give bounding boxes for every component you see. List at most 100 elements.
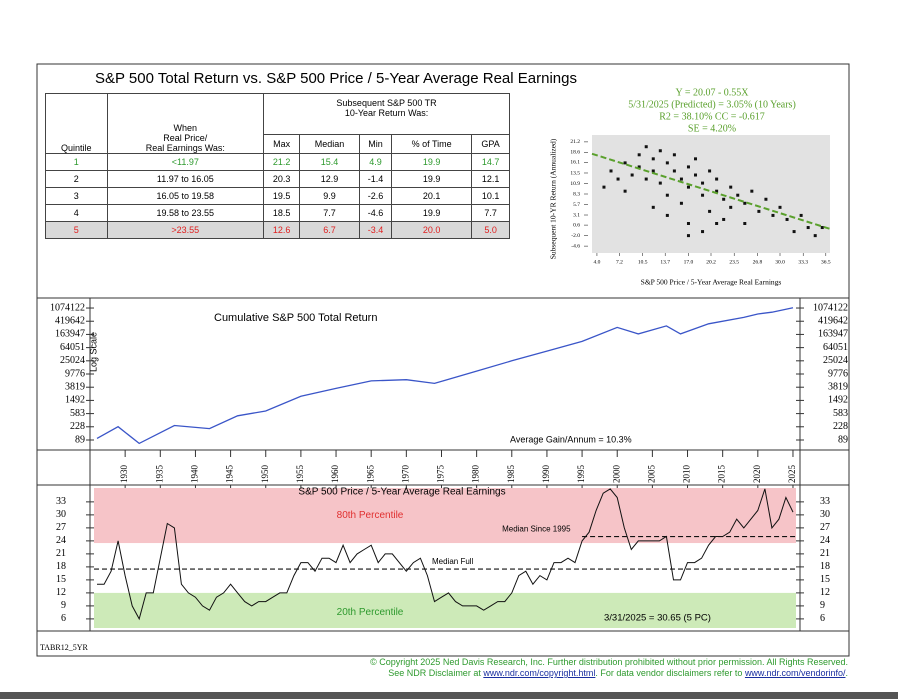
x-tick-label: 7.2 bbox=[616, 259, 623, 265]
x-tick-label: 13.7 bbox=[660, 259, 670, 265]
link[interactable]: www.ndr.com/copyright.html bbox=[483, 668, 596, 678]
point bbox=[701, 193, 705, 197]
y-axis-label: Log Scale bbox=[88, 332, 98, 372]
table-cell: 1 bbox=[45, 153, 108, 171]
column-header: % of Time bbox=[391, 134, 473, 154]
y-tick-label: 25024 bbox=[823, 355, 848, 366]
table-cell: 15.4 bbox=[299, 153, 360, 171]
annotation: 3/31/2025 = 30.65 (5 PC) bbox=[604, 613, 711, 624]
disclaimer-text: . For data vendor disclaimers refer to bbox=[595, 668, 745, 678]
equation-text: SE = 4.20% bbox=[688, 123, 736, 134]
table-cell: 19.9 bbox=[391, 170, 473, 188]
page-title: S&P 500 Total Return vs. S&P 500 Price /… bbox=[95, 70, 577, 87]
fit-line bbox=[591, 152, 831, 230]
y-tick-label: 10.9 bbox=[570, 181, 580, 187]
table-cell: 5.0 bbox=[471, 221, 510, 239]
column-header: Max bbox=[263, 134, 301, 154]
y-tick-label: 64051 bbox=[823, 342, 848, 353]
header-cell: When Real Price/Real Earnings Was: bbox=[106, 93, 265, 154]
y-tick-label: 21 bbox=[820, 548, 830, 559]
y-tick-label: 64051 bbox=[60, 342, 85, 353]
y-tick-label: -2.0 bbox=[571, 233, 580, 239]
table-cell: 14.7 bbox=[471, 153, 510, 171]
table-cell: 12.1 bbox=[471, 170, 510, 188]
table-row: 4 19.58 to 23.55 18.5 7.7 -4.6 19.9 7.7 bbox=[45, 204, 510, 222]
point bbox=[750, 189, 754, 193]
header-text: Real Price/ bbox=[163, 133, 208, 143]
table-cell: 19.9 bbox=[391, 204, 473, 222]
equation-text: 5/31/2025 (Predicted) = 3.05% (10 Years) bbox=[628, 99, 796, 110]
chart-title: S&P 500 Price / 5-Year Average Real Earn… bbox=[298, 487, 505, 498]
x-tick-label: 1955 bbox=[295, 465, 305, 484]
annotation: Average Gain/Annum = 10.3% bbox=[510, 434, 632, 444]
header-text: Quintile bbox=[61, 143, 92, 153]
table-row: 1 <11.97 21.2 15.4 4.9 19.9 14.7 bbox=[45, 153, 510, 171]
point bbox=[694, 157, 698, 161]
point bbox=[686, 234, 690, 238]
chart-code: TABR12_5YR bbox=[40, 643, 88, 652]
header-row: Max Median Min% of Time GPA bbox=[46, 134, 510, 154]
y-tick-label: 9776 bbox=[828, 368, 848, 379]
table-cell: 7.7 bbox=[471, 204, 510, 222]
point bbox=[820, 226, 824, 230]
point bbox=[736, 193, 740, 197]
y-tick-label: 5.7 bbox=[573, 202, 580, 208]
table-cell: 7.7 bbox=[299, 204, 360, 222]
y-tick-label: 419642 bbox=[818, 316, 848, 327]
point bbox=[623, 189, 627, 193]
percentile-band bbox=[94, 488, 796, 544]
table-cell: -2.6 bbox=[358, 187, 393, 205]
header-text: Subsequent S&P 500 TR bbox=[336, 98, 437, 108]
table-row: 3 16.05 to 19.58 19.5 9.9 -2.6 20.1 10.1 bbox=[45, 187, 510, 205]
point bbox=[792, 230, 796, 234]
point bbox=[637, 153, 641, 157]
y-tick-label: 8.3 bbox=[573, 191, 580, 197]
y-tick-label: 1074122 bbox=[813, 302, 848, 313]
y-tick-label: 9776 bbox=[65, 368, 85, 379]
bottom-bar bbox=[0, 692, 898, 699]
point bbox=[743, 222, 747, 225]
point bbox=[651, 205, 655, 209]
point bbox=[708, 169, 712, 173]
point bbox=[679, 201, 683, 205]
table-cell: 9.9 bbox=[299, 187, 360, 205]
point bbox=[701, 230, 705, 234]
table-cell: 21.2 bbox=[263, 153, 301, 171]
x-tick-label: 10.5 bbox=[638, 259, 648, 265]
table-cell: 6.7 bbox=[299, 221, 360, 239]
reference-label: Median Since 1995 bbox=[502, 525, 571, 534]
y-tick-label: 9 bbox=[61, 600, 66, 611]
y-tick-label: 30 bbox=[820, 509, 830, 520]
table-body: 1 <11.97 21.2 15.4 4.9 19.9 14.7 2 11.97 to 16.0… bbox=[45, 153, 510, 239]
point bbox=[722, 217, 726, 221]
y-tick-label: 1074122 bbox=[50, 302, 85, 313]
point bbox=[644, 177, 648, 181]
point bbox=[778, 205, 782, 209]
table-cell: -1.4 bbox=[358, 170, 393, 188]
x-tick-label: 36.5 bbox=[821, 259, 831, 265]
x-tick-label: 33.3 bbox=[798, 259, 808, 265]
point bbox=[637, 165, 641, 169]
point bbox=[715, 177, 719, 181]
link[interactable]: www.ndr.com/vendorinfo/ bbox=[744, 668, 846, 678]
x-tick-label: 2025 bbox=[787, 465, 797, 484]
x-tick-label: 1930 bbox=[119, 465, 129, 484]
point bbox=[644, 145, 648, 149]
header-text: 10-Year Return Was: bbox=[344, 108, 429, 118]
x-tick-label: 1975 bbox=[436, 465, 446, 484]
point bbox=[708, 209, 712, 213]
x-tick-label: 17.0 bbox=[684, 259, 694, 265]
footer: © Copyright 2025 Ned Davis Research, Inc… bbox=[370, 657, 848, 679]
table-row: 2 11.97 to 16.05 20.3 12.9 -1.4 19.9 12.1 bbox=[45, 170, 510, 188]
percentile-band bbox=[94, 592, 796, 628]
y-tick-label: 21.2 bbox=[570, 139, 580, 145]
y-tick-label: 228 bbox=[70, 421, 85, 432]
x-tick-label: 1940 bbox=[190, 465, 200, 484]
y-tick-label: 24 bbox=[56, 535, 66, 546]
point bbox=[679, 177, 683, 181]
x-tick-label: 26.8 bbox=[753, 259, 763, 265]
table-cell: 19.5 bbox=[263, 187, 301, 205]
x-tick-label: 1985 bbox=[506, 465, 516, 484]
x-tick-label: 1990 bbox=[541, 465, 551, 484]
